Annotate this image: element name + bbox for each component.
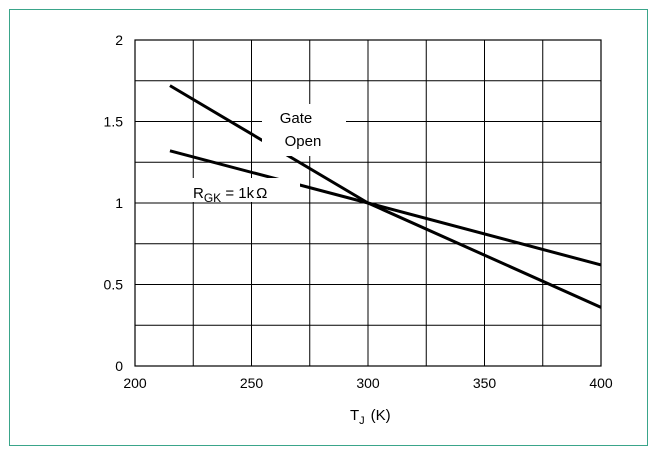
y-tick-label: 0 bbox=[115, 358, 123, 374]
rgk-label-rest: = 1k bbox=[221, 185, 254, 202]
rgk-label-unit: Ω bbox=[256, 185, 267, 202]
rgk-label-sub: GK bbox=[204, 191, 221, 205]
gate-open-label-bg bbox=[262, 104, 346, 156]
series-group bbox=[169, 84, 602, 309]
gate-open-label-line1: Gate bbox=[280, 110, 313, 127]
y-tick-label: 1.5 bbox=[104, 114, 124, 130]
rgk-label-main: R bbox=[193, 185, 204, 202]
x-tick-label: 200 bbox=[123, 375, 147, 391]
chart-frame bbox=[9, 9, 648, 446]
y-tick-labels: 0 0.5 1 1.5 2 bbox=[104, 32, 124, 374]
x-axis-label-main: T bbox=[350, 407, 359, 424]
plot-area bbox=[134, 39, 602, 367]
y-tick-label: 1 bbox=[115, 195, 123, 211]
x-tick-label: 350 bbox=[473, 375, 497, 391]
x-tick-label: 300 bbox=[356, 375, 380, 391]
x-axis-label: TJ (K) bbox=[350, 407, 391, 427]
x-tick-label: 250 bbox=[240, 375, 264, 391]
x-axis-label-sub: J bbox=[359, 415, 365, 427]
gate-open-label-line2: Open bbox=[285, 133, 322, 150]
rgk-label-bg bbox=[192, 178, 300, 202]
x-tick-labels: 200 250 300 350 400 bbox=[123, 375, 613, 391]
plot-border-rect bbox=[134, 39, 602, 367]
y-tick-label: 2 bbox=[115, 32, 123, 48]
x-axis-label-unit: (K) bbox=[371, 407, 391, 424]
y-tick-label: 0.5 bbox=[104, 277, 124, 293]
x-tick-label: 400 bbox=[589, 375, 613, 391]
series-line-rgk-1k bbox=[169, 149, 602, 267]
rgk-label: RGK = 1k Ω bbox=[193, 185, 267, 205]
